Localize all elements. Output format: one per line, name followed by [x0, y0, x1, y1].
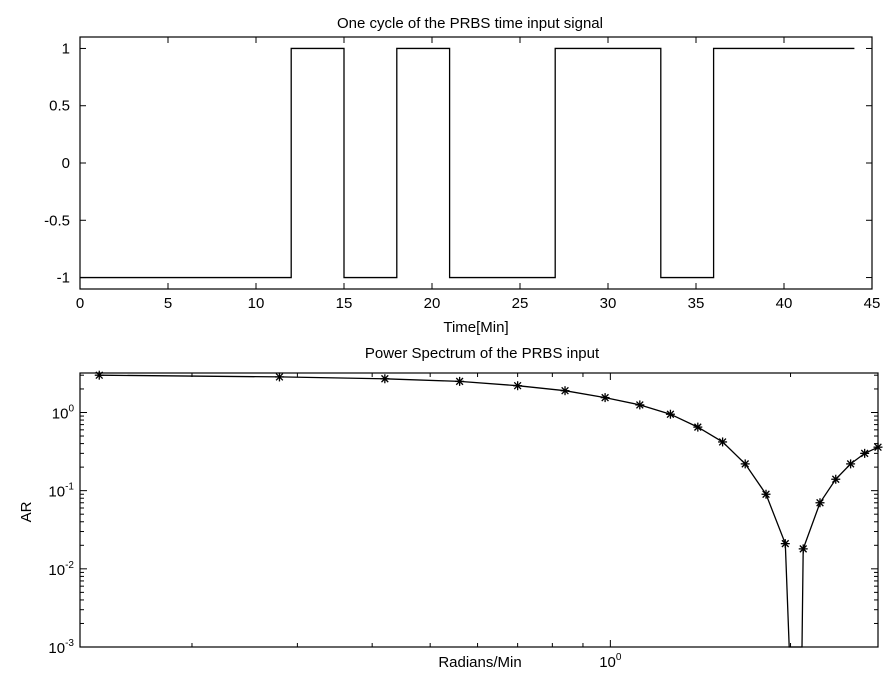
y-tick-label: -0.5: [44, 212, 70, 229]
series-line: [99, 374, 879, 648]
x-tick-label: 15: [336, 295, 353, 312]
chart-title: Power Spectrum of the PRBS input: [365, 345, 600, 362]
marker-stroke: [874, 443, 882, 452]
marker-stroke: [762, 490, 770, 499]
marker-stroke: [799, 545, 808, 553]
data-point-marker: [693, 422, 703, 432]
y-tick-label: 10-2: [48, 560, 74, 579]
data-point-marker: [831, 474, 841, 484]
y-tick-label: 0.5: [49, 98, 70, 115]
series-line: [80, 47, 855, 279]
data-point-marker: [873, 442, 883, 452]
data-point-marker: [455, 376, 465, 386]
marker-stroke: [741, 460, 750, 468]
x-tick-labels: 0 5 10 15 20 25 30 35 40 45: [76, 295, 881, 312]
x-tick-labels: 100: [599, 652, 622, 671]
x-axis-label: Time[Min]: [443, 319, 508, 336]
data-point-marker: [600, 393, 610, 403]
marker-stroke: [781, 539, 790, 548]
y-tick-label: 0: [62, 155, 70, 172]
y-tick-label: -1: [57, 270, 70, 287]
x-tick-label: 45: [864, 295, 881, 312]
series-group: [80, 47, 855, 279]
data-point-marker: [761, 489, 771, 499]
prbs-time-plot: One cycle of the PRBS time input signal …: [44, 15, 880, 336]
data-point-marker: [665, 409, 675, 419]
series-group: [94, 370, 883, 648]
marker-stroke: [846, 460, 855, 468]
marker-stroke: [95, 371, 104, 380]
marker-stroke: [455, 377, 464, 386]
marker-stroke: [275, 373, 284, 381]
plot-frame: [79, 372, 879, 648]
data-point-marker: [380, 374, 390, 384]
marker-stroke: [816, 498, 824, 507]
data-point-marker: [635, 400, 645, 410]
marker-stroke: [718, 438, 727, 446]
y-tick-label: 10-1: [48, 482, 74, 501]
x-axis-label: Radians/Min: [438, 654, 521, 671]
axis-ticks: [79, 37, 873, 289]
data-point-marker: [780, 539, 790, 549]
chart-title: One cycle of the PRBS time input signal: [337, 15, 603, 32]
data-point-marker: [815, 498, 825, 508]
y-tick-label: 1: [62, 40, 70, 57]
y-axis-label: AR: [18, 501, 35, 522]
y-tick-label: 100: [52, 403, 75, 422]
data-point-marker: [718, 437, 728, 447]
marker-stroke: [381, 374, 389, 383]
data-point-marker: [274, 372, 284, 382]
x-tick-label: 25: [512, 295, 529, 312]
plot-frame: [79, 36, 873, 290]
marker-stroke: [601, 393, 609, 402]
marker-stroke: [860, 449, 869, 458]
data-point-marker: [860, 448, 870, 458]
data-point-marker: [846, 459, 856, 469]
marker-stroke: [561, 386, 569, 395]
x-tick-label: 35: [688, 295, 705, 312]
y-tick-labels: 100 10-1 10-2 10-3: [48, 403, 74, 657]
marker-stroke: [693, 423, 702, 431]
marker-stroke: [513, 381, 522, 390]
x-tick-label: 100: [599, 652, 622, 671]
marker-stroke: [831, 475, 840, 484]
data-point-marker: [94, 370, 104, 380]
x-tick-label: 5: [164, 295, 172, 312]
marker-stroke: [666, 410, 675, 419]
data-point-marker: [740, 459, 750, 469]
x-tick-label: 10: [248, 295, 265, 312]
data-point-marker: [513, 381, 523, 391]
data-point-marker: [560, 386, 570, 396]
axis-ticks: [80, 373, 878, 648]
x-tick-label: 30: [600, 295, 617, 312]
data-point-marker: [798, 544, 808, 554]
x-tick-label: 20: [424, 295, 441, 312]
y-tick-label: 10-3: [48, 638, 74, 657]
y-tick-labels: 1 0.5 0 -0.5 -1: [44, 40, 70, 286]
x-tick-label: 0: [76, 295, 84, 312]
marker-stroke: [635, 401, 644, 409]
x-tick-label: 40: [776, 295, 793, 312]
power-spectrum-plot: Power Spectrum of the PRBS input 100 100…: [18, 345, 883, 671]
